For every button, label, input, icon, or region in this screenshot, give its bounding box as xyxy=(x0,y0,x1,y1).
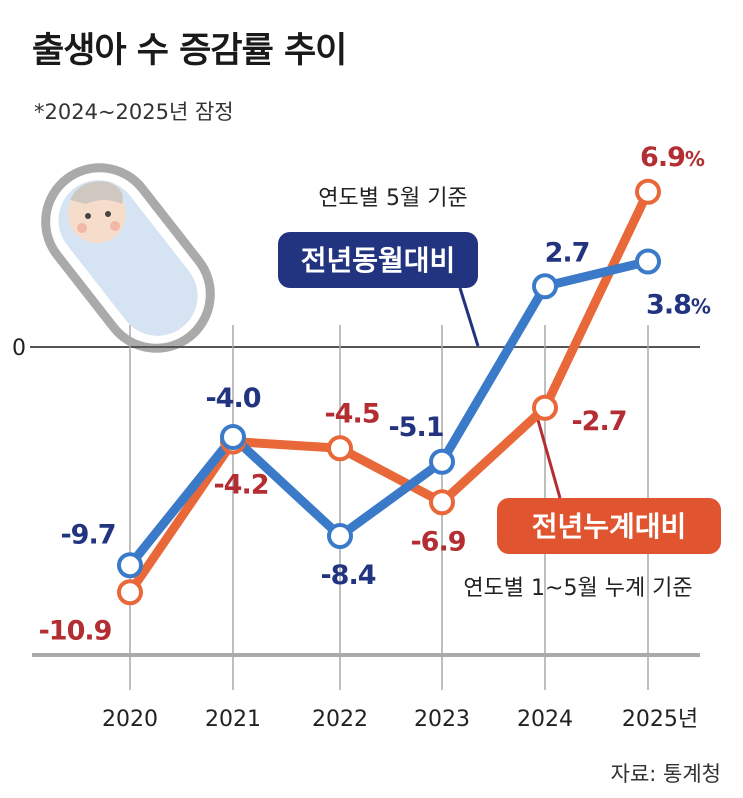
x-tick-3: 2023 xyxy=(414,707,470,732)
series-2-legend: 전년누계대비 xyxy=(497,498,721,554)
series-2-pointer xyxy=(536,419,562,499)
series-2-line xyxy=(125,187,653,597)
baby-icon xyxy=(41,163,215,353)
series-1-label-3: -5.1 xyxy=(388,412,443,443)
series-1-line xyxy=(125,257,653,570)
series-2-point-3 xyxy=(429,489,455,516)
series-1-note: 연도별 5월 기준 xyxy=(318,186,467,211)
series-2-point-4 xyxy=(532,394,558,421)
series-1-point-4 xyxy=(532,273,558,300)
series-2-point-5 xyxy=(635,178,661,205)
series-1-label-2: -8.4 xyxy=(320,560,375,591)
series-2-note: 연도별 1~5월 누계 기준 xyxy=(463,576,692,601)
zero-tick-label: 0 xyxy=(12,336,26,361)
x-tick-0: 2020 xyxy=(102,707,158,732)
series-1-label-4: 2.7 xyxy=(545,237,590,268)
x-tick-labels: 2020 2021 2022 2023 2024 2025년 xyxy=(102,707,698,732)
series-2-label-2: -4.5 xyxy=(324,398,379,429)
x-tick-5: 2025년 xyxy=(622,707,698,732)
x-tick-2: 2022 xyxy=(312,707,368,732)
series-1-label-5: 3.8% xyxy=(646,290,711,321)
series-2-point-2 xyxy=(327,435,353,462)
chart-title: 출생아 수 증감률 추이 xyxy=(32,31,347,71)
series-2-point-0 xyxy=(117,579,143,606)
series-1-point-2 xyxy=(327,523,353,549)
series-2-label-3: -6.9 xyxy=(410,526,465,557)
series-lines xyxy=(125,187,653,597)
series-1-legend: 전년동월대비 xyxy=(278,232,478,288)
series-1-point-3 xyxy=(429,448,455,475)
data-labels: -9.7 -4.0 -8.4 -5.1 2.7 3.8% -10.9 -4.2 -4.5 -6.9… xyxy=(39,142,712,647)
series-1-label-1: -4.0 xyxy=(205,383,260,414)
series-2-legend-label: 전년누계대비 xyxy=(532,510,687,543)
series-1-legend-label: 전년동월대비 xyxy=(301,244,456,277)
series-1-point-0 xyxy=(117,552,143,579)
series-2-label-0: -10.9 xyxy=(39,615,112,646)
data-points xyxy=(117,178,661,606)
series-1-point-1 xyxy=(220,424,246,450)
x-tick-1: 2021 xyxy=(205,707,261,732)
source-credit: 자료: 통계청 xyxy=(610,762,721,786)
x-tick-4: 2024 xyxy=(517,707,573,732)
series-2-label-5: 6.9% xyxy=(640,142,705,173)
series-2-label-1: -4.2 xyxy=(213,470,268,501)
provisional-note: *2024~2025년 잠정 xyxy=(34,100,234,124)
series-1-label-0: -9.7 xyxy=(60,519,115,550)
series-2-label-4: -2.7 xyxy=(571,406,626,437)
series-1-pointer xyxy=(458,287,480,347)
series-1-point-5 xyxy=(635,248,661,275)
